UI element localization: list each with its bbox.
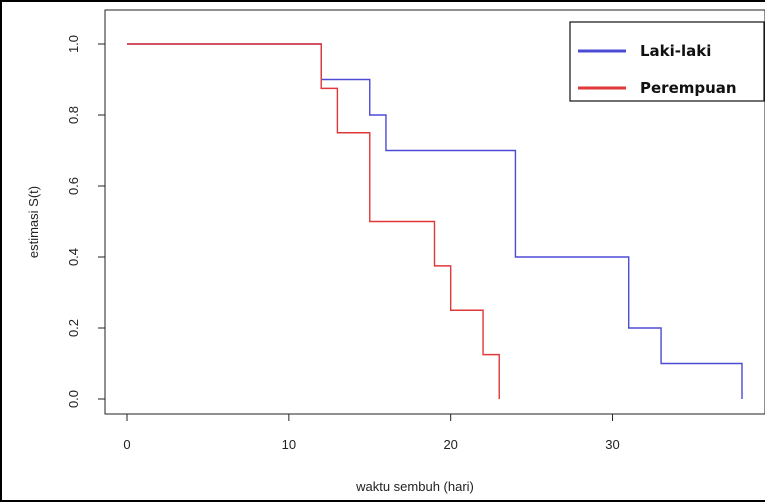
legend: Laki-laki Perempuan — [569, 21, 765, 102]
y-axis: 0.0 0.2 0.4 0.6 0.8 1.0 — [66, 35, 106, 408]
legend-label: Laki-laki — [640, 42, 711, 60]
y-tick-label: 0.2 — [66, 319, 81, 337]
y-tick-label: 0.6 — [66, 177, 81, 195]
y-tick-label: 0.8 — [66, 106, 81, 124]
y-tick-label: 1.0 — [66, 35, 81, 53]
survival-curve-2 — [127, 43, 500, 399]
survival-curve-1 — [127, 43, 743, 399]
y-axis-title: estimasi S(t) — [26, 186, 41, 258]
y-tick-label: 0.0 — [66, 390, 81, 408]
series-layer — [127, 43, 743, 399]
x-tick-label: 30 — [605, 437, 619, 452]
x-tick-label: 10 — [282, 437, 296, 452]
x-tick-label: 0 — [123, 437, 130, 452]
y-tick-label: 0.4 — [66, 248, 81, 266]
x-axis: 0 10 20 30 — [123, 413, 620, 452]
x-axis-title: waktu sembuh (hari) — [355, 479, 474, 494]
legend-label: Perempuan — [640, 79, 737, 97]
x-tick-label: 20 — [443, 437, 457, 452]
